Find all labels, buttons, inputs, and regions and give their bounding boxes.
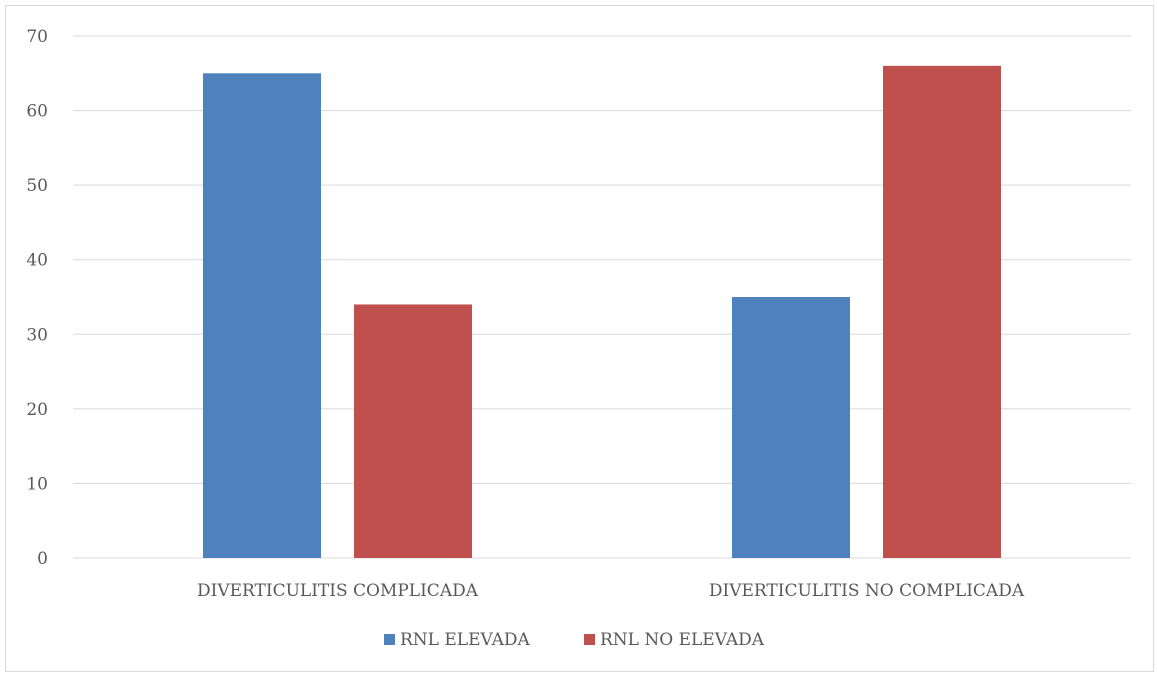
x-category-label: DIVERTICULITIS NO COMPLICADA — [709, 581, 1025, 601]
legend-swatch — [384, 634, 395, 645]
y-tick-label: 70 — [26, 27, 48, 47]
bar-rnl-elevada-1 — [203, 73, 321, 559]
y-tick-label: 30 — [26, 325, 48, 345]
y-axis-tick-labels: 0 10 20 30 40 50 60 70 — [26, 27, 48, 569]
legend-swatch — [584, 634, 595, 645]
bar-rnl-no-elevada-2 — [883, 65, 1001, 558]
y-tick-label: 0 — [37, 549, 48, 569]
legend: RNL ELEVADA RNL NO ELEVADA — [384, 630, 765, 650]
x-category-label: DIVERTICULITIS COMPLICADA — [197, 581, 479, 601]
legend-label: RNL NO ELEVADA — [600, 630, 765, 650]
bar-rnl-no-elevada-1 — [354, 304, 472, 558]
bars — [203, 65, 1001, 559]
y-tick-label: 60 — [26, 102, 48, 122]
y-tick-label: 20 — [26, 400, 48, 420]
y-tick-label: 50 — [26, 176, 48, 196]
bar-rnl-elevada-2 — [732, 297, 850, 558]
y-tick-label: 10 — [26, 474, 48, 494]
x-axis-category-labels: DIVERTICULITIS COMPLICADA DIVERTICULITIS … — [197, 581, 1025, 601]
legend-label: RNL ELEVADA — [400, 630, 531, 650]
y-tick-label: 40 — [26, 251, 48, 271]
